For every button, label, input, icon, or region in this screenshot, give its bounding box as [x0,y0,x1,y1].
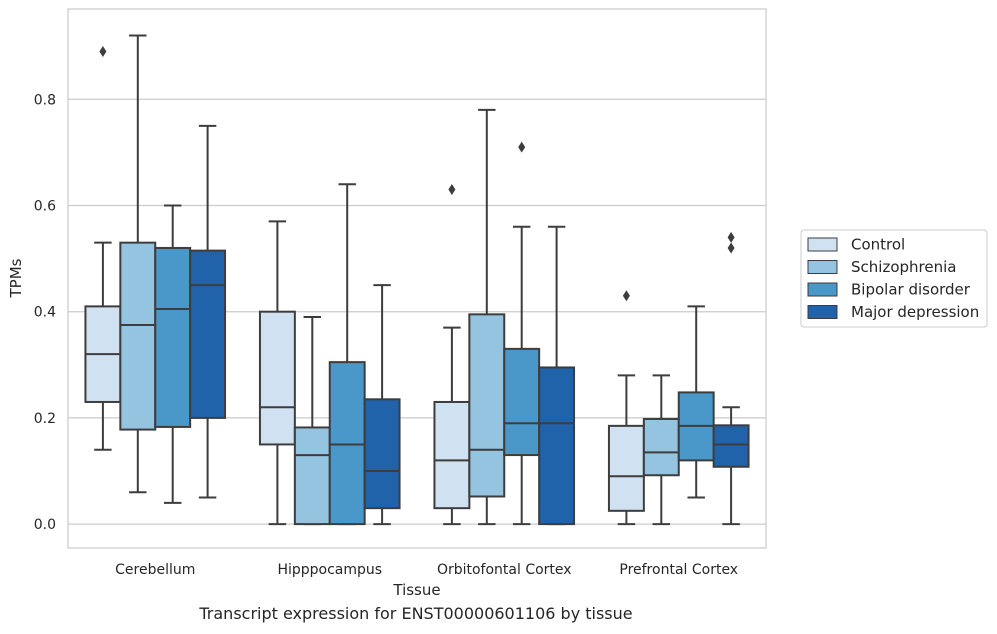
box-major-depression [538,225,576,526]
box-iqr [503,347,541,457]
legend-swatch [807,260,838,274]
box-iqr [258,310,296,446]
legend-label: Bipolar disorder [851,281,971,299]
box-major-depression [712,231,750,526]
y-axis-ticks: 0.0 0.2 0.4 0.6 0.8 [34,92,56,533]
box-groups [84,34,750,526]
box-iqr [538,366,576,526]
box-iqr [642,417,680,477]
box-schizophrenia [293,316,331,526]
box-iqr [328,361,366,526]
outlier-point [99,45,107,57]
plot-frame [67,8,767,549]
box-bipolar-disorder [154,204,192,504]
box-iqr [154,246,192,428]
legend-label: Schizophrenia [851,258,956,276]
outlier-point [727,242,735,254]
x-axis-label: Tissue [392,581,440,599]
box-control [433,184,471,526]
y-axis-label: TPMs [7,258,25,298]
x-tick-label: Orbitofontal Cortex [437,562,572,578]
y-tick-label: 0.6 [34,198,56,214]
x-axis-ticks: Cerebellum Hipppocampus Orbitofontal Corte… [115,562,738,578]
box-iqr [189,249,227,419]
box-bipolar-disorder [503,141,541,526]
legend-label: Control [851,236,905,254]
x-tick-label: Prefrontal Cortex [619,562,738,578]
legend: Control Schizophrenia Bipolar disorder Majo… [800,229,988,328]
box-iqr [468,313,506,498]
box-iqr [607,424,645,512]
y-tick-label: 0.8 [34,92,56,108]
outlier-point [727,231,735,243]
box-bipolar-disorder [677,305,715,499]
box-iqr [293,426,331,526]
figure-caption: Transcript expression for ENST0000060110… [199,604,633,623]
legend-label: Major depression [851,303,979,321]
x-tick-label: Hipppocampus [277,562,382,578]
outlier-point [622,290,630,302]
x-tick-label: Cerebellum [115,562,195,578]
box-major-depression [363,284,401,526]
outlier-point [518,141,526,153]
box-iqr [363,398,401,510]
box-schizophrenia [119,34,157,494]
y-tick-label: 0.0 [34,517,56,533]
box-iqr [712,424,750,468]
box-iqr [119,241,157,431]
box-control [258,220,296,526]
box-control [84,45,122,451]
box-major-depression [189,124,227,499]
legend-swatch [807,305,838,319]
legend-frame [800,229,988,328]
box-iqr [433,400,471,510]
box-control [607,290,645,526]
legend-swatch [807,282,838,297]
outlier-point [448,184,456,196]
y-tick-label: 0.2 [34,411,56,427]
legend-swatch [807,237,838,252]
box-schizophrenia [468,108,506,526]
y-tick-label: 0.4 [34,305,56,321]
